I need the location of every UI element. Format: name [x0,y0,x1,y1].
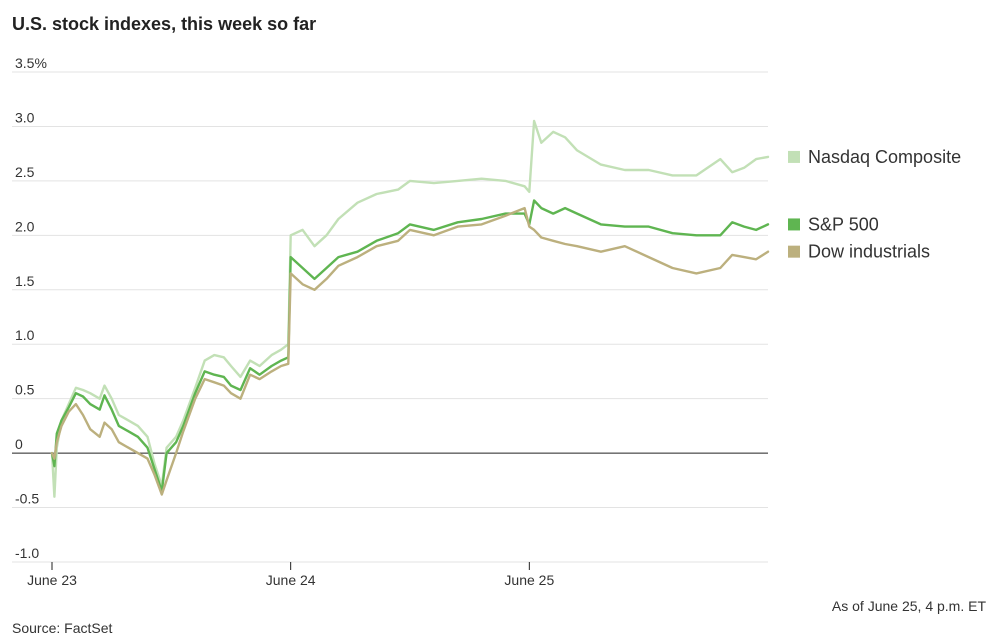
legend-swatch [788,245,800,258]
x-tick-label: June 25 [504,572,554,588]
y-axis-tick-labels: -1.0 -0.5 0 0.5 1.0 1.5 2.0 2.5 3.0 3.5% [15,55,47,561]
legend-label: Dow industrials [808,242,930,262]
y-tick-label: -0.5 [15,491,39,507]
legend-swatch [788,218,800,231]
y-tick-label: 3.5% [15,55,47,71]
y-tick-label: 0.5 [15,382,35,398]
source-note: Source: FactSet [12,620,112,636]
x-tick-label: June 24 [266,572,316,588]
as-of-note: As of June 25, 4 p.m. ET [832,598,987,614]
x-axis-ticks: June 23 June 24 June 25 [27,562,554,588]
y-tick-label: 1.5 [15,273,35,289]
gridlines [12,71,768,563]
series-line-nasdaq-composite [50,119,770,498]
y-tick-label: -1.0 [15,545,39,561]
legend-label: Nasdaq Composite [808,147,961,167]
series-line-dow-industrials [50,206,770,496]
legend-label: S&P 500 [808,214,879,234]
x-tick-label: June 23 [27,572,77,588]
legend-swatch [788,150,800,163]
y-tick-label: 2.5 [15,164,35,180]
y-tick-label: 1.0 [15,327,35,343]
series-lines [50,119,770,498]
chart-title: U.S. stock indexes, this week so far [12,14,316,34]
y-tick-label: 3.0 [15,109,35,125]
legend: Nasdaq Composite S&P 500 Dow industrials [788,147,961,262]
y-tick-label: 2.0 [15,218,35,234]
y-tick-label: 0 [15,436,23,452]
series-line-s-p-500 [50,199,770,493]
